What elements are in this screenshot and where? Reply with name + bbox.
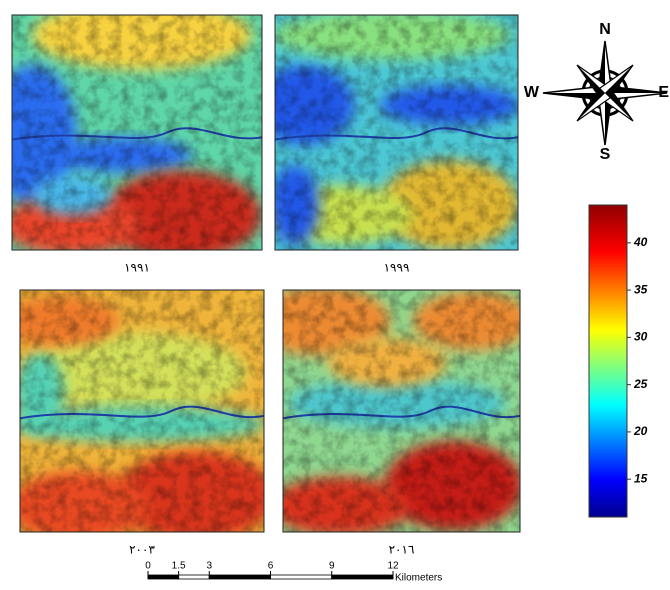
color-bar (588, 204, 628, 518)
scale-tick-label: 1.5 (172, 561, 186, 572)
scale-tick-label: 9 (329, 561, 335, 572)
legend-tick-label: 30 (634, 330, 648, 344)
legend-tick-label: 40 (633, 235, 648, 249)
legend-tick-label: 35 (634, 282, 648, 296)
panel-label: ٢٠١٦ (389, 543, 415, 557)
legend-tick-label: 15 (634, 471, 648, 485)
panel-label: ١٩٩١ (124, 261, 150, 275)
map-panel (283, 290, 520, 532)
scale-segment (147, 574, 180, 580)
east-label: E (658, 84, 669, 101)
scale-unit: Kilometers (395, 573, 442, 584)
legend-tick-label: 25 (633, 377, 648, 391)
scale-tick-label: 6 (268, 561, 274, 572)
panel-label: ٢٠٠٣ (129, 543, 155, 557)
scale-tick-label: 3 (206, 561, 212, 572)
scale-segment (208, 574, 271, 580)
scale-segment (331, 574, 394, 580)
legend-tick-label: 20 (633, 424, 648, 438)
scale-tick-label: 12 (387, 561, 399, 572)
color-legend: 15 20 25 30 35 40 (588, 204, 648, 518)
west-label: W (524, 84, 540, 101)
map-panel (275, 15, 518, 250)
maps: ١٩٩١ ١٩٩٩ ٢٠٠٣ ٢٠١٦ (11, 14, 521, 557)
south-label: S (600, 146, 611, 163)
north-arrow: N S W E (524, 21, 669, 163)
scale-tick-label: 0 (145, 561, 151, 572)
scale-segment (178, 574, 210, 580)
scale-segment (270, 574, 333, 580)
map-panel (20, 290, 264, 532)
map-panel (12, 15, 262, 250)
panel-label: ١٩٩٩ (384, 261, 410, 275)
north-label: N (599, 21, 611, 38)
